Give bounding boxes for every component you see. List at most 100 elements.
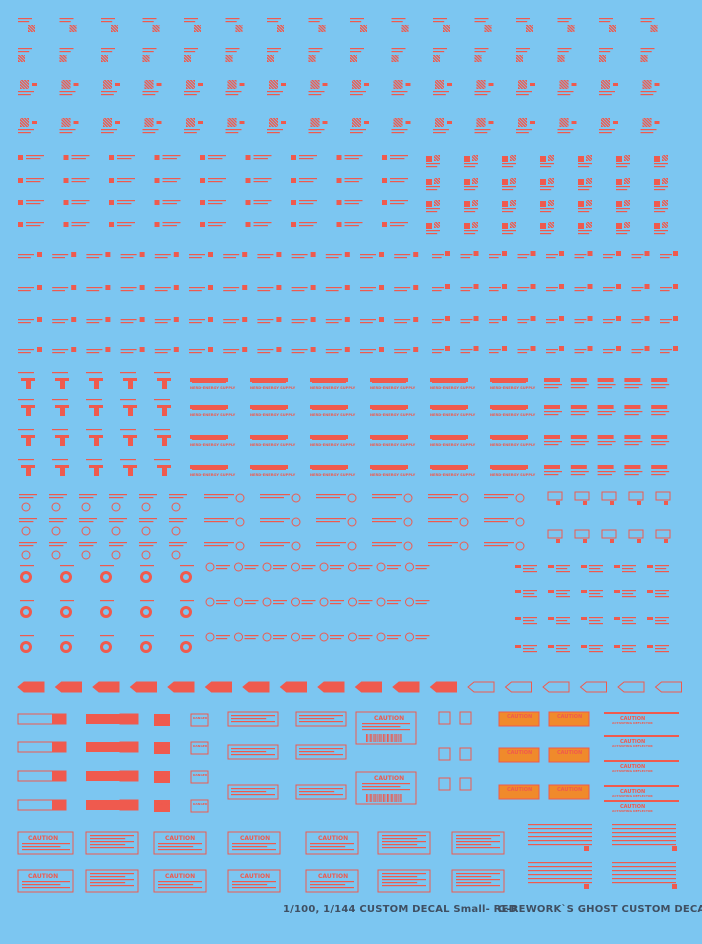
caution-panel <box>86 800 138 810</box>
decal-text <box>655 596 669 598</box>
decal-text <box>162 181 177 183</box>
decal-text <box>391 48 406 50</box>
square-block <box>502 201 508 207</box>
hatch-block <box>183 54 192 63</box>
decal-text <box>589 596 603 598</box>
decal-text <box>257 349 274 351</box>
square-block <box>245 222 251 227</box>
decal-text <box>358 565 373 567</box>
square-block <box>105 347 111 352</box>
hatch-block <box>442 24 451 33</box>
square-block <box>173 285 179 290</box>
hatch-block <box>474 54 482 63</box>
decal-text <box>517 352 528 354</box>
square-block <box>71 317 77 322</box>
supply-bar <box>570 465 587 469</box>
ring-mark <box>262 597 272 607</box>
square-block <box>616 346 621 351</box>
decal-text <box>117 225 132 227</box>
square-block <box>413 252 419 257</box>
decal-text <box>516 18 530 20</box>
decal-text <box>426 166 438 168</box>
supply-bar <box>190 435 228 439</box>
decal-text-line <box>299 751 335 753</box>
decal-text <box>208 225 223 227</box>
decal-text <box>622 651 636 653</box>
square-block <box>154 178 160 183</box>
hazard-panel <box>459 777 472 791</box>
caution-orange-frame <box>498 711 540 727</box>
decal-text <box>316 521 340 523</box>
hatch-block <box>100 54 109 63</box>
caution-label: CAUTION <box>318 873 348 880</box>
caution-label: CAUTION <box>374 775 404 782</box>
decal-text <box>154 257 168 259</box>
decal-text-line <box>299 748 343 750</box>
decal-text <box>162 158 177 160</box>
decal-text <box>655 571 669 573</box>
bar-block <box>647 565 653 568</box>
decal-text <box>260 542 290 544</box>
t-mark <box>21 405 35 408</box>
decal-text <box>391 18 406 20</box>
square-block <box>276 317 282 322</box>
decal-text <box>49 497 64 499</box>
decal-text <box>316 497 340 499</box>
square-block <box>139 317 145 322</box>
supply-bar <box>312 469 346 470</box>
decal-text <box>260 494 290 496</box>
square-block <box>173 317 179 322</box>
decal-text <box>570 387 586 389</box>
decal-text <box>86 254 103 256</box>
supply-label: NERD-ENERGY SUPPLY <box>370 443 416 447</box>
decal-text <box>372 497 396 499</box>
decal-text <box>59 18 74 20</box>
decal-text <box>86 319 103 321</box>
decal-text <box>474 21 486 23</box>
decal-text-line <box>528 870 592 872</box>
decal-text <box>651 384 670 386</box>
square-block <box>464 156 470 162</box>
decal-text <box>631 290 642 292</box>
decal-text <box>597 384 616 386</box>
ring-mark <box>205 597 215 607</box>
decal-text <box>267 21 279 23</box>
decal-text <box>358 600 373 602</box>
decal-text <box>52 399 68 401</box>
hatch-block <box>623 221 631 229</box>
decal-text <box>655 620 667 622</box>
decal-text <box>464 230 478 232</box>
decal-text <box>71 181 86 183</box>
decal-text <box>616 233 628 235</box>
arrow-mark <box>556 501 560 505</box>
bar-block <box>198 121 203 124</box>
square-block <box>379 285 384 290</box>
decal-text-line <box>22 849 70 851</box>
hatch-block <box>608 24 617 33</box>
decal-text <box>142 48 157 50</box>
decal-text-line <box>362 726 401 728</box>
decal-text <box>464 211 476 213</box>
t-mark <box>55 405 69 408</box>
decal-text <box>140 565 154 567</box>
square-block <box>139 285 145 290</box>
decal-text <box>546 322 556 324</box>
hatch-block <box>193 24 202 33</box>
hatch-block <box>642 79 652 90</box>
arrow-tag <box>167 681 195 693</box>
barcode-line <box>375 794 377 802</box>
decal-text <box>101 129 117 131</box>
ring-mark <box>515 517 525 527</box>
barcode-line <box>368 734 370 742</box>
decal-text <box>640 51 652 53</box>
square-block <box>382 222 387 227</box>
target-mark <box>23 644 29 650</box>
square-block <box>242 317 248 322</box>
decal-text <box>71 178 90 180</box>
supply-bar <box>312 382 346 383</box>
decal-text <box>291 322 305 324</box>
decal-text <box>142 94 156 96</box>
decal-text <box>464 166 476 168</box>
decal-text-line <box>299 791 335 793</box>
caution-orange <box>549 785 589 799</box>
